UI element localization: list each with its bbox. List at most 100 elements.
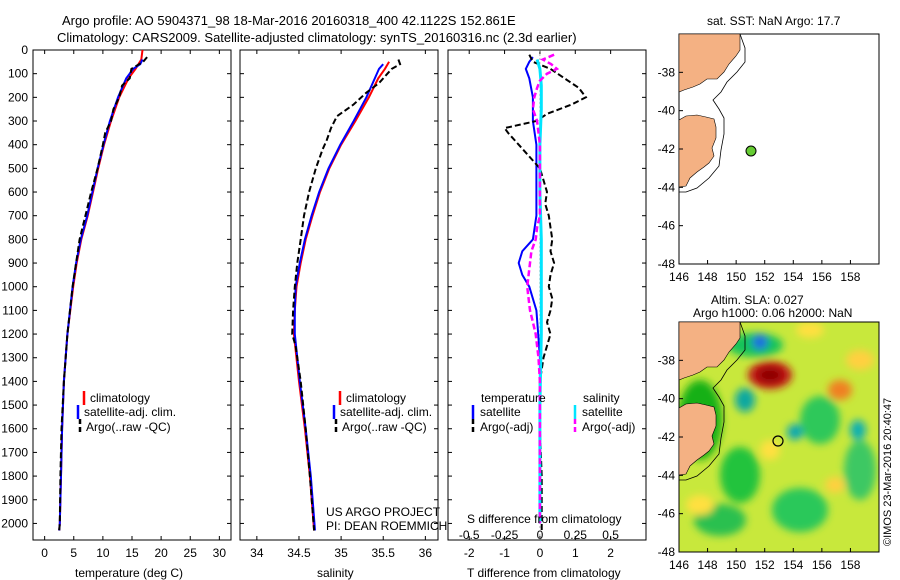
x-tick-label: 25 — [184, 546, 198, 560]
map-y-tick-label: -48 — [658, 257, 676, 271]
salinity-legend: climatology satellite-adj. clim. Argo(..… — [332, 391, 432, 434]
legend-clim-label: climatology — [90, 391, 150, 405]
legend-s-sat-label: satellite — [582, 405, 623, 419]
top-x-tick-label: 0.25 — [564, 528, 588, 542]
x-tick-label: 0 — [537, 546, 544, 560]
header-title: Argo profile: AO 5904371_98 18-Mar-2016 … — [62, 13, 516, 28]
salinity-panel: 34 34.5 35 35.5 36 salinity climatology sate… — [239, 49, 447, 580]
salinity-xlabel: salinity — [317, 566, 354, 580]
y-tick-label: 1200 — [1, 327, 28, 341]
y-tick-label: 1900 — [1, 493, 28, 507]
legend-clim-label: climatology — [346, 391, 406, 405]
y-tick-label: 1800 — [1, 469, 28, 483]
y-tick-label: 1600 — [1, 422, 28, 436]
temperature-xlabel: temperature (deg C) — [75, 566, 183, 580]
x-tick-label: 5 — [70, 546, 77, 560]
t-satellite-line — [517, 56, 541, 512]
temperature-legend: climatology satellite-adj. clim. Argo(..… — [76, 391, 176, 434]
y-tick-label: 1300 — [1, 351, 28, 365]
top-x-tick-label: -0.5 — [459, 528, 480, 542]
x-tick-label: 10 — [96, 546, 110, 560]
sst-map-panel: sat. SST: NaN Argo: 17.7 146 148 150 152 154… — [658, 14, 880, 284]
temperature-panel: 0100200300400500600700800900100011001200… — [1, 43, 232, 580]
sst-map-title: sat. SST: NaN Argo: 17.7 — [707, 14, 841, 28]
top-x-tick-label: -0.25 — [491, 528, 519, 542]
x-tick-label: 15 — [125, 546, 139, 560]
argo-line — [58, 56, 148, 531]
shelf-contour — [679, 321, 746, 481]
mainland-australia — [678, 321, 741, 381]
map-x-tick-label: 154 — [783, 270, 803, 284]
float-marker — [745, 145, 757, 157]
x-tick-label: 35 — [334, 546, 348, 560]
map-x-tick-label: 158 — [840, 558, 860, 572]
header-subtitle: Climatology: CARS2009. Satellite-adjuste… — [57, 30, 577, 45]
x-tick-label: 35.5 — [372, 546, 396, 560]
legend-salinity-title: salinity — [583, 391, 620, 405]
map-x-tick-label: 150 — [726, 558, 746, 572]
legend-argo-label: Argo(..raw -QC) — [342, 420, 427, 434]
x-tick-label: -2 — [464, 546, 475, 560]
difference-plot-frame — [447, 49, 647, 541]
legend-temperature-title: temperature — [481, 391, 546, 405]
float-marker — [772, 435, 784, 447]
salinity-plot-frame — [239, 49, 439, 541]
y-tick-label: 600 — [8, 185, 28, 199]
map-y-tick-label: -40 — [658, 104, 676, 118]
map-y-tick-label: -44 — [658, 180, 676, 194]
y-tick-label: 700 — [8, 209, 28, 223]
difference-top-xlabel: S difference from climatology — [467, 512, 622, 526]
y-tick-label: 2000 — [1, 516, 28, 530]
y-tick-label: 900 — [8, 256, 28, 270]
map-x-tick-label: 152 — [755, 558, 775, 572]
y-tick-label: 0 — [21, 43, 28, 57]
legend-sat-label: satellite-adj. clim. — [84, 405, 176, 419]
x-tick-label: 0 — [41, 546, 48, 560]
mainland-australia — [678, 33, 741, 93]
y-tick-label: 1000 — [1, 280, 28, 294]
map-x-tick-label: 158 — [840, 270, 860, 284]
temperature-plot-frame — [32, 49, 232, 541]
difference-xlabel: T difference from climatology — [467, 566, 621, 580]
map-x-tick-label: 146 — [669, 558, 689, 572]
y-tick-label: 200 — [8, 90, 28, 104]
s-argo-line — [525, 53, 560, 524]
legend-s-argo-label: Argo(-adj) — [582, 420, 635, 434]
map-x-tick-label: 156 — [812, 558, 832, 572]
legend-t-sat-label: satellite — [480, 405, 521, 419]
y-tick-label: 500 — [8, 161, 28, 175]
sla-map-panel: Altim. SLA: 0.027 Argo h1000: 0.06 h2000… — [658, 293, 894, 572]
legend-t-argo-label: Argo(-adj) — [480, 420, 533, 434]
map-x-tick-label: 148 — [698, 270, 718, 284]
y-tick-label: 1400 — [1, 374, 28, 388]
x-tick-label: 34 — [250, 546, 264, 560]
map-x-tick-label: 154 — [783, 558, 803, 572]
map-y-tick-label: -48 — [658, 545, 676, 559]
tasmania — [678, 114, 717, 188]
legend-argo-label: Argo(..raw -QC) — [86, 420, 171, 434]
imos-stamp: ©IMOS 23-Mar-2016 20:40:47 — [882, 398, 894, 546]
sla-map-title-1: Altim. SLA: 0.027 — [711, 293, 804, 307]
x-tick-label: 34.5 — [287, 546, 311, 560]
map-x-tick-label: 148 — [698, 558, 718, 572]
y-tick-label: 1100 — [2, 303, 28, 317]
satellite-adj-line — [293, 63, 384, 531]
map-y-tick-label: -42 — [658, 142, 676, 156]
sla-map-title-2: Argo h1000: 0.06 h2000: NaN — [693, 306, 852, 320]
argo-line — [291, 59, 402, 531]
y-tick-label: 800 — [8, 232, 28, 246]
y-tick-label: 100 — [8, 67, 28, 81]
x-tick-label: 30 — [213, 546, 227, 560]
project-annotation: US ARGO PROJECT — [326, 505, 441, 519]
map-x-tick-label: 152 — [755, 270, 775, 284]
map-x-tick-label: 150 — [726, 270, 746, 284]
x-tick-label: 2 — [607, 546, 614, 560]
shelf-contour — [679, 33, 746, 193]
map-x-tick-label: 156 — [812, 270, 832, 284]
difference-legend: temperature salinity satellite Argo(-adj… — [471, 391, 635, 434]
y-tick-label: 1700 — [1, 445, 28, 459]
map-y-tick-label: -38 — [658, 65, 676, 79]
tasmania — [678, 402, 717, 476]
map-y-tick-label: -46 — [658, 219, 676, 233]
